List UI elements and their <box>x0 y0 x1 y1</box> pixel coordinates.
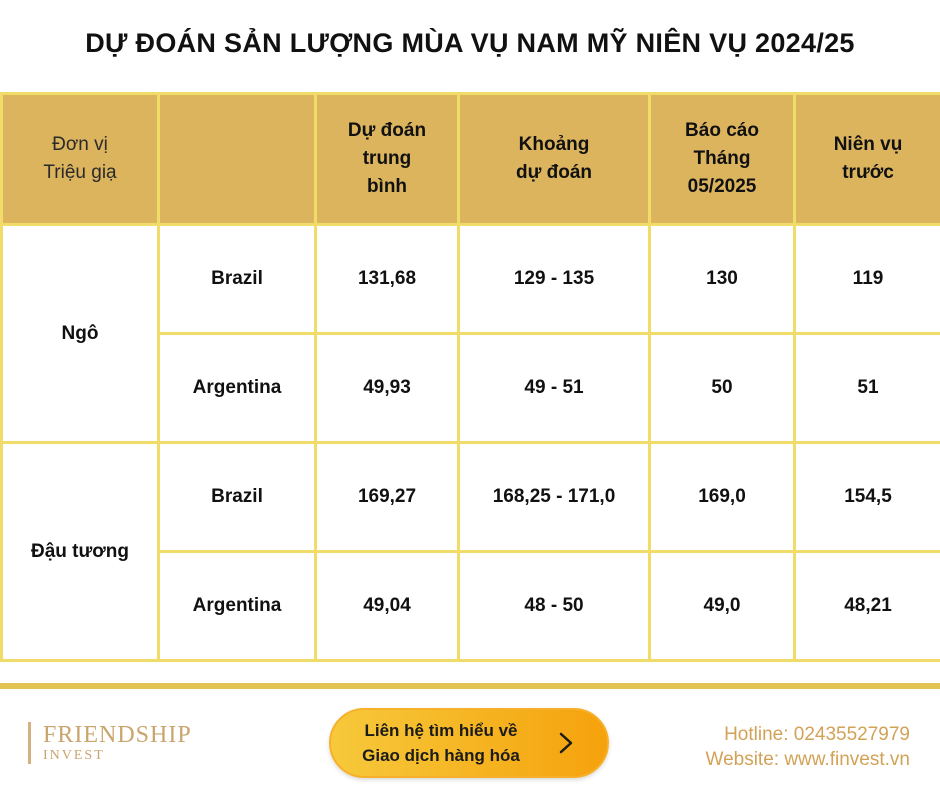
header-unit: Đơn vị Triệu giạ <box>0 92 160 226</box>
avg-cell: 49,93 <box>314 332 460 444</box>
range-cell: 48 - 50 <box>457 550 651 662</box>
table-row: Ngô Brazil 131,68 129 - 135 130 119 <box>0 223 940 444</box>
table-row: Argentina 49,04 48 - 50 49,0 48,21 <box>2 550 940 662</box>
header-range-line2: dự đoán <box>515 162 593 183</box>
logo-name: FRIENDSHIP <box>43 722 192 748</box>
country-cell: Brazil <box>157 223 317 335</box>
table-header-row: Đơn vị Triệu giạ Dự đoán trung bình Khoả… <box>0 92 940 226</box>
prev-cell: 119 <box>793 223 940 335</box>
production-table: Đơn vị Triệu giạ Dự đoán trung bình Khoả… <box>0 92 940 662</box>
country-cell: Argentina <box>157 332 317 444</box>
header-avg-line1: Dự đoán <box>347 120 427 141</box>
report-cell: 169,0 <box>648 441 796 553</box>
header-prev-line2: trước <box>842 162 894 183</box>
report-cell: 130 <box>648 223 796 335</box>
avg-cell: 131,68 <box>314 223 460 335</box>
header-report-line2: Tháng <box>693 148 751 169</box>
header-prev: Niên vụ trước <box>793 92 940 226</box>
cta-line2: Giao dịch hàng hóa <box>362 746 520 765</box>
header-prev-line1: Niên vụ <box>833 134 903 155</box>
header-range: Khoảng dự đoán <box>457 92 651 226</box>
header-avg-line3: bình <box>366 176 408 197</box>
footer-divider <box>0 683 940 689</box>
page-title: DỰ ĐOÁN SẢN LƯỢNG MÙA VỤ NAM MỸ NIÊN VỤ … <box>85 28 855 58</box>
country-cell: Argentina <box>157 550 317 662</box>
crop-cell: Đậu tương <box>0 441 160 662</box>
header-avg-line2: trung <box>362 148 412 169</box>
crop-cell: Ngô <box>0 223 160 444</box>
contact-cta-button[interactable]: Liên hệ tìm hiểu về Giao dịch hàng hóa <box>329 708 609 778</box>
contact-info: Hotline: 02435527979 Website: www.finves… <box>705 722 910 772</box>
chevron-right-icon <box>551 728 581 758</box>
header-report-line1: Báo cáo <box>685 120 759 141</box>
table-row: Argentina 49,93 49 - 51 50 51 <box>2 332 940 444</box>
cta-line1: Liên hệ tìm hiểu về <box>364 721 518 740</box>
range-cell: 129 - 135 <box>457 223 651 335</box>
avg-cell: 49,04 <box>314 550 460 662</box>
avg-cell: 169,27 <box>314 441 460 553</box>
header-report: Báo cáo Tháng 05/2025 <box>648 92 796 226</box>
prev-cell: 154,5 <box>793 441 940 553</box>
range-cell: 168,25 - 171,0 <box>457 441 651 553</box>
report-cell: 50 <box>648 332 796 444</box>
header-unit-line2: Triệu giạ <box>43 162 117 183</box>
prev-cell: 48,21 <box>793 550 940 662</box>
header-unit-line1: Đơn vị <box>52 134 108 155</box>
logo-bar <box>28 722 31 764</box>
range-cell: 49 - 51 <box>457 332 651 444</box>
logo-text: FRIENDSHIP INVEST <box>43 722 192 764</box>
report-cell: 49,0 <box>648 550 796 662</box>
header-report-line3: 05/2025 <box>687 176 757 197</box>
header-avg: Dự đoán trung bình <box>314 92 460 226</box>
header-country <box>157 92 317 226</box>
header-range-line1: Khoảng <box>518 134 590 155</box>
country-cell: Brazil <box>157 441 317 553</box>
logo-sub: INVEST <box>43 748 105 763</box>
friendship-invest-logo: FRIENDSHIP INVEST <box>28 722 192 764</box>
hotline-text: Hotline: 02435527979 <box>724 724 910 745</box>
website-text: Website: www.finvest.vn <box>705 749 910 770</box>
cta-label: Liên hệ tìm hiểu về Giao dịch hàng hóa <box>331 718 551 768</box>
table-row: Đậu tương Brazil 169,27 168,25 - 171,0 1… <box>0 441 940 662</box>
prev-cell: 51 <box>793 332 940 444</box>
